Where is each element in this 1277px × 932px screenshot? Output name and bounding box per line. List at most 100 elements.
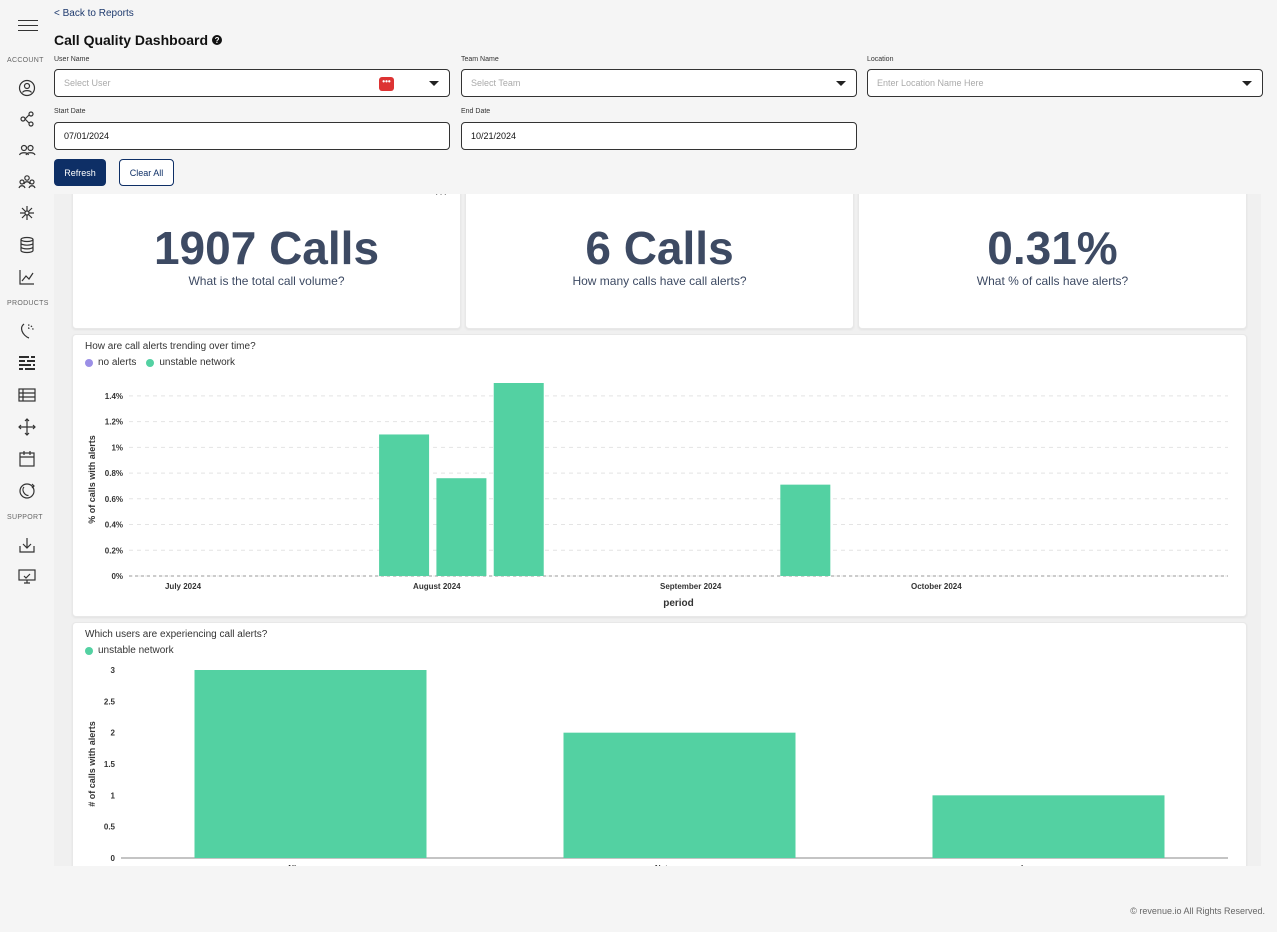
- legend-item-no-alerts[interactable]: no alerts: [85, 357, 136, 368]
- sidebar-section-account: ACCOUNT: [7, 57, 44, 64]
- x-tick-label: Lucas: [1021, 864, 1045, 866]
- y-tick-label: 0.4%: [105, 521, 123, 530]
- clear-all-button[interactable]: Clear All: [119, 159, 174, 186]
- y-tick-label: 0: [111, 854, 116, 863]
- alerts-trend-chart: 0% 0.2% 0.4% 0.6% 0.8% 1% 1.2% 1.4% July 2024 Aug…: [87, 383, 1228, 609]
- users-icon[interactable]: [17, 140, 37, 160]
- team-name-placeholder: Select Team: [471, 78, 521, 88]
- menu-icon[interactable]: [18, 16, 38, 34]
- back-to-reports-link[interactable]: < Back to Reports: [54, 8, 134, 19]
- footer-copyright: © revenue.io All Rights Reserved.: [1130, 906, 1265, 916]
- more-options-icon[interactable]: ···: [435, 194, 448, 200]
- analytics-icon[interactable]: [17, 267, 37, 287]
- legend-item-unstable-network[interactable]: unstable network: [146, 357, 235, 368]
- bar[interactable]: [379, 434, 430, 576]
- y-tick-label: 0.5: [104, 823, 116, 832]
- integration-icon[interactable]: [17, 109, 37, 129]
- y-tick-label: 1%: [111, 443, 123, 452]
- legend-dot: [146, 358, 155, 367]
- bar[interactable]: [436, 478, 487, 576]
- chart-legend: unstable network: [85, 645, 174, 656]
- kpi-label: What % of calls have alerts?: [976, 274, 1129, 288]
- kpi-value: 1907 Calls: [153, 222, 380, 274]
- x-tick-label: Nate: [655, 864, 673, 866]
- password-manager-icon[interactable]: •••: [379, 77, 394, 91]
- legend-label: unstable network: [159, 357, 235, 368]
- y-tick-label: 1: [111, 791, 116, 800]
- end-date-value: 10/21/2024: [471, 131, 517, 141]
- legend-dot: [85, 646, 93, 655]
- call-sync-icon[interactable]: [17, 481, 37, 501]
- sidebar-section-support: SUPPORT: [7, 514, 43, 521]
- download-icon[interactable]: [17, 535, 37, 555]
- start-date-input[interactable]: 07/01/2024: [54, 122, 450, 150]
- legend-label: unstable network: [98, 645, 174, 656]
- chart-legend: no alerts unstable network: [85, 357, 235, 368]
- chart-title: Which users are experiencing call alerts…: [85, 629, 268, 640]
- main-content: < Back to Reports Call Quality Dashboard…: [54, 0, 1277, 932]
- page-title-text: Call Quality Dashboard: [54, 32, 209, 48]
- teams-icon[interactable]: [17, 172, 37, 192]
- dashboard-area: ··· 1907 Calls What is the total call vo…: [54, 194, 1261, 866]
- users-alerts-chart: 0 0.5 1 1.5 2 2.5 3 Nic Nate Lucas # of calls with…: [87, 666, 1228, 866]
- chart-title: How are call alerts trending over time?: [85, 341, 256, 352]
- y-tick-label: 0.2%: [105, 546, 123, 555]
- refresh-button[interactable]: Refresh: [54, 159, 106, 186]
- kpi-label: How many calls have call alerts?: [572, 274, 747, 288]
- x-tick-label: July 2024: [165, 582, 202, 591]
- conversation-ai-icon[interactable]: [17, 353, 37, 373]
- y-axis-title: % of calls with alerts: [87, 435, 97, 524]
- y-tick-label: 1.4%: [105, 392, 123, 401]
- kpi-card-alert-percent: 0.31% What % of calls have alerts?: [858, 194, 1247, 329]
- bar[interactable]: [932, 795, 1165, 858]
- move-icon[interactable]: [17, 417, 37, 437]
- location-placeholder: Enter Location Name Here: [877, 78, 984, 88]
- chevron-down-icon: [1242, 81, 1252, 86]
- y-axis-title: # of calls with alerts: [87, 721, 97, 807]
- network-icon[interactable]: [17, 203, 37, 223]
- screen-share-icon[interactable]: [17, 566, 37, 586]
- kpi-card-alert-calls: 6 Calls How many calls have call alerts?: [465, 194, 854, 329]
- y-tick-label: 1.2%: [105, 418, 123, 427]
- chevron-down-icon: [429, 81, 439, 86]
- bar[interactable]: [194, 670, 427, 858]
- user-icon[interactable]: [17, 78, 37, 98]
- y-tick-label: 1.5: [104, 760, 116, 769]
- x-tick-label: September 2024: [660, 582, 722, 591]
- chevron-down-icon: [836, 81, 846, 86]
- location-label: Location: [867, 56, 894, 63]
- bar[interactable]: [780, 484, 831, 576]
- kpi-label: What is the total call volume?: [188, 274, 345, 288]
- user-name-select[interactable]: Select User •••: [54, 69, 450, 97]
- list-icon[interactable]: [17, 385, 37, 405]
- y-tick-label: 0%: [111, 572, 123, 581]
- x-tick-label: August 2024: [413, 582, 461, 591]
- location-select[interactable]: Enter Location Name Here: [867, 69, 1263, 97]
- user-name-placeholder: Select User: [64, 78, 111, 88]
- sidebar: ACCOUNT PRODUCTS SUPPORT: [0, 0, 54, 932]
- x-axis-title: period: [663, 598, 694, 609]
- kpi-value: 6 Calls: [585, 222, 734, 274]
- sidebar-section-products: PRODUCTS: [7, 300, 49, 307]
- team-name-select[interactable]: Select Team: [461, 69, 857, 97]
- alerts-trend-chart-card: How are call alerts trending over time? …: [72, 334, 1247, 617]
- database-icon[interactable]: [17, 235, 37, 255]
- legend-item-unstable-network[interactable]: unstable network: [85, 645, 174, 656]
- x-tick-label: October 2024: [911, 582, 962, 591]
- y-tick-label: 2.5: [104, 697, 116, 706]
- end-date-label: End Date: [461, 108, 491, 115]
- calendar-icon[interactable]: [17, 449, 37, 469]
- phone-icon[interactable]: [17, 321, 37, 341]
- y-tick-label: 2: [111, 729, 116, 738]
- y-tick-label: 0.6%: [105, 495, 123, 504]
- bar[interactable]: [493, 383, 544, 576]
- y-tick-label: 0.8%: [105, 469, 123, 478]
- team-name-label: Team Name: [461, 56, 499, 63]
- start-date-value: 07/01/2024: [64, 131, 110, 141]
- kpi-card-total-calls: ··· 1907 Calls What is the total call vo…: [72, 194, 461, 329]
- legend-dot: [85, 358, 93, 367]
- help-icon[interactable]: ?: [212, 35, 223, 45]
- users-alerts-chart-card: Which users are experiencing call alerts…: [72, 622, 1247, 866]
- bar[interactable]: [563, 732, 796, 858]
- end-date-input[interactable]: 10/21/2024: [461, 122, 857, 150]
